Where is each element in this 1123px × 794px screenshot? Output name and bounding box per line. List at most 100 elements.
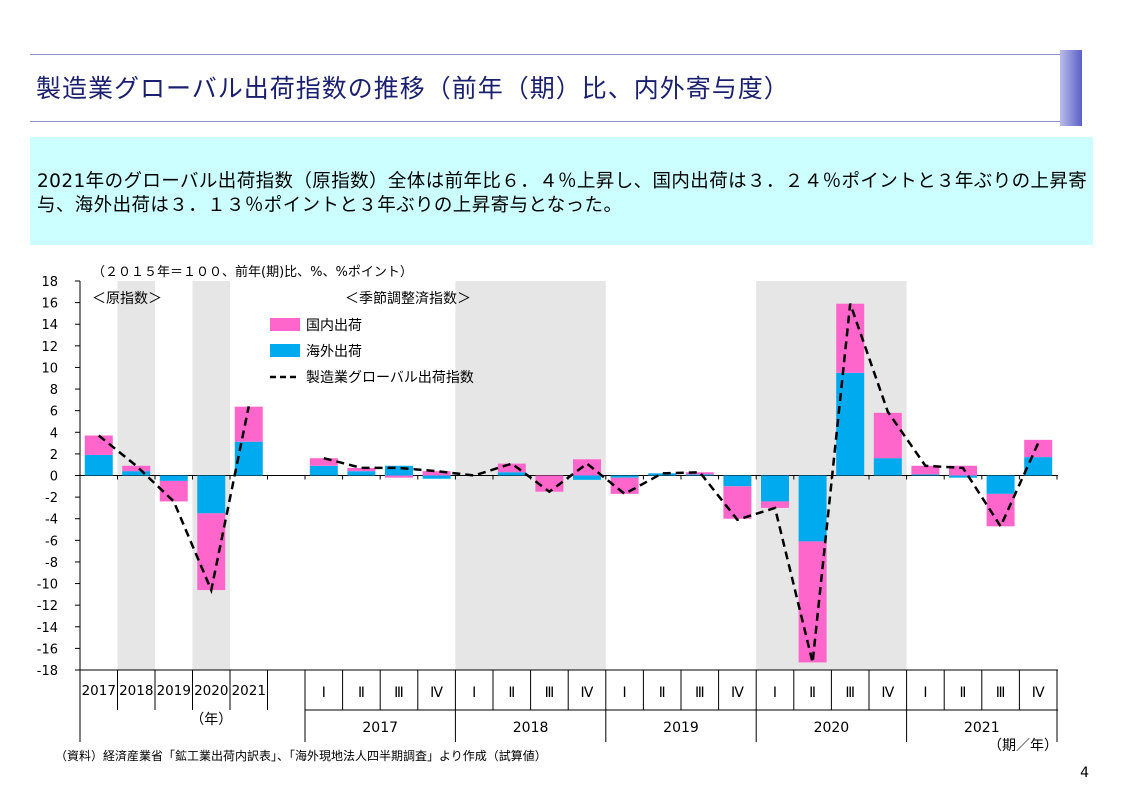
annual-year-label: 2020	[194, 683, 228, 699]
quarterly-overseas-bar	[347, 471, 376, 476]
quarterly-domestic-bar	[685, 472, 714, 475]
quarter-label: Ⅰ	[773, 685, 777, 701]
y-tick-label: 6	[50, 405, 58, 420]
quarter-label: Ⅱ	[358, 685, 365, 701]
index-line	[97, 303, 1040, 663]
y-tick-label: -16	[37, 642, 58, 657]
quarterly-overseas-bar	[1024, 457, 1053, 476]
annual-year-label: 2019	[157, 683, 191, 699]
quarter-label: Ⅱ	[960, 685, 967, 701]
quarter-axis-unit: （期／年）	[988, 738, 1058, 754]
quarterly-index-line	[323, 303, 1040, 663]
quarter-label: Ⅱ	[659, 685, 666, 701]
annual-year-label: 2017	[82, 683, 116, 699]
quarterly-overseas-bar	[836, 372, 865, 476]
quarterly-domestic-bar	[347, 467, 376, 472]
y-tick-label: -6	[45, 534, 58, 549]
annual-index-line	[97, 406, 250, 595]
annual-domestic-bar	[197, 513, 226, 591]
legend-domestic-swatch	[270, 318, 300, 331]
section-label-raw: ＜原指数＞	[92, 291, 162, 307]
quarterly-domestic-bar	[761, 501, 789, 508]
quarterly-domestic-bar	[422, 471, 451, 476]
quarterly-domestic-bar	[309, 458, 338, 466]
y-tick-label: 4	[50, 426, 58, 441]
quarter-label: Ⅱ	[809, 685, 816, 701]
quarterly-overseas-bar	[949, 475, 977, 478]
legend-domestic-label: 国内出荷	[306, 318, 362, 334]
slide-title: 製造業グローバル出荷指数の推移（前年（期）比、内外寄与度）	[36, 74, 790, 103]
quarterly-overseas-bar	[761, 475, 789, 502]
quarterly-domestic-bar	[385, 475, 413, 478]
quarter-label: Ⅲ	[996, 685, 1006, 701]
section-label-sa: ＜季節調整済指数＞	[345, 290, 471, 307]
quarter-label: Ⅳ	[881, 685, 894, 701]
axes: 18 16 14 12 10 8 6 4 2 0 -2 -4 -6 -8 -10 -12 -14 -16 -18	[37, 275, 1058, 742]
quarterly-overseas-bar	[497, 472, 526, 476]
summary-text: 2021年のグローバル出荷指数（原指数）全体は前年比６．４％上昇し、国内出荷は３…	[37, 171, 1088, 216]
annual-overseas-bar	[159, 475, 188, 481]
quarterly-overseas-bar	[685, 474, 714, 476]
quarter-label: Ⅰ	[923, 685, 927, 701]
quarterly-domestic-bar	[535, 475, 564, 492]
y-tick-label: 8	[50, 383, 58, 398]
quarter-year-label: 2021	[964, 720, 1000, 736]
quarter-label: Ⅳ	[731, 685, 744, 701]
annual-year-label: 2018	[119, 683, 153, 699]
y-tick-label: 12	[41, 340, 58, 355]
quarterly-overseas-bar	[911, 474, 940, 476]
quarterly-domestic-bar	[873, 412, 902, 459]
y-tick-label: -8	[45, 556, 58, 571]
quarterly-overseas-bar	[385, 465, 413, 476]
quarter-label: Ⅲ	[394, 685, 404, 701]
quarterly-overseas-bar	[573, 475, 601, 480]
quarterly-domestic-bar	[798, 541, 827, 663]
legend-overseas-swatch	[270, 344, 300, 357]
quarter-label: Ⅲ	[545, 685, 555, 701]
quarterly-overseas-bar	[986, 475, 1015, 494]
quarter-label: Ⅲ	[845, 685, 855, 701]
quarterly-domestic-bar	[723, 486, 752, 519]
quarterly-domestic-bar	[573, 459, 601, 476]
source-note: （資料）経済産業省「鉱工業出荷内訳表」、「海外現地法人四半期調査」より作成（試算…	[55, 749, 547, 763]
unit-note: （２０１５年＝１００、前年(期)比、%、%ポイント）	[92, 264, 413, 280]
quarterly-domestic-bar	[949, 465, 977, 476]
quarterly-domestic-bar	[836, 303, 865, 373]
y-tick-label: 18	[41, 275, 58, 290]
annual-domestic-bar	[122, 465, 151, 472]
annual-year-label: 2021	[232, 683, 266, 699]
quarterly-domestic-bar	[610, 477, 639, 494]
quarter-label: Ⅳ	[430, 685, 443, 701]
y-tick-label: -12	[37, 599, 58, 614]
quarter-label: Ⅰ	[322, 685, 326, 701]
quarter-label: Ⅰ	[472, 685, 476, 701]
y-tick-label: 0	[50, 470, 58, 485]
legend-overseas-label: 海外出荷	[306, 344, 362, 360]
annual-unit-label: （年）	[190, 712, 232, 728]
y-tick-label: 10	[41, 361, 58, 376]
summary-box: 2021年のグローバル出荷指数（原指数）全体は前年比６．４％上昇し、国内出荷は３…	[30, 137, 1093, 245]
y-tick-label: -2	[45, 491, 58, 506]
quarterly-overseas-bar	[873, 458, 902, 476]
quarter-year-label: 2020	[814, 720, 850, 736]
y-tick-label: -4	[45, 513, 58, 528]
quarter-label: Ⅱ	[508, 685, 515, 701]
y-tick-label: -10	[37, 578, 58, 593]
axis-labels: 2017 2018 2019 2020 2021（年）Ⅰ Ⅱ Ⅲ Ⅳ Ⅰ Ⅱ Ⅲ Ⅳ Ⅰ Ⅱ Ⅲ Ⅳ Ⅰ Ⅱ Ⅲ Ⅳ Ⅰ…	[82, 264, 1058, 754]
quarter-year-label: 2018	[513, 720, 549, 736]
page-number: 4	[1080, 765, 1089, 781]
quarterly-domestic-bar	[1024, 439, 1053, 458]
quarter-label: Ⅰ	[623, 685, 627, 701]
y-tick-label: 14	[41, 318, 58, 333]
y-tick-label: 2	[50, 448, 58, 463]
annual-overseas-bar	[197, 475, 226, 514]
quarterly-overseas-bar	[309, 465, 338, 476]
y-tick-label: -14	[37, 621, 58, 636]
quarterly-overseas-bar	[610, 475, 639, 478]
quarterly-overseas-bar	[798, 475, 827, 542]
quarter-label: Ⅳ	[581, 685, 594, 701]
annual-overseas-bar	[122, 471, 151, 476]
quarter-label: Ⅳ	[1032, 685, 1045, 701]
